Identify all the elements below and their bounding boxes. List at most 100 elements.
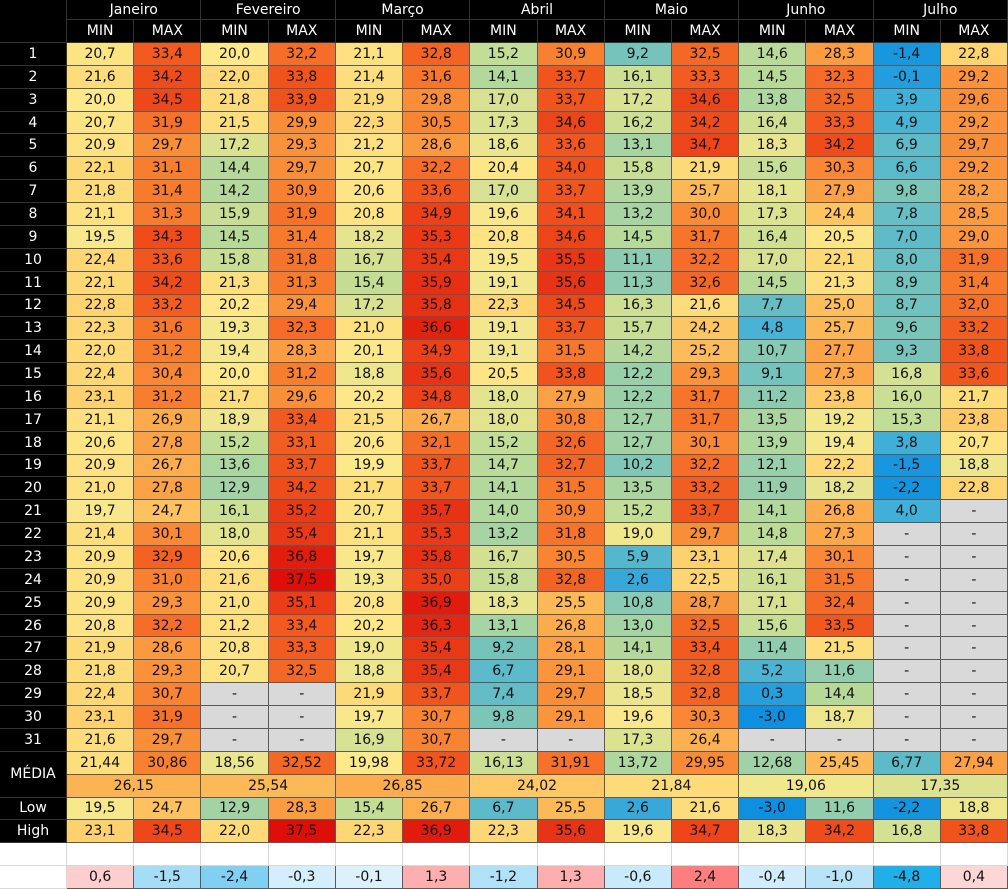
temp-cell: - <box>873 591 941 615</box>
temp-cell: 35,3 <box>403 225 471 249</box>
temp-cell: 13,5 <box>604 477 672 501</box>
temp-cell: 6,9 <box>873 134 941 158</box>
temp-cell: 32,6 <box>537 431 605 455</box>
temp-cell: 34,2 <box>134 65 202 89</box>
mean-cell: 17,35 <box>873 774 1008 798</box>
temp-cell: 33,5 <box>806 614 874 638</box>
temp-cell: 27,8 <box>134 431 202 455</box>
temp-cell: 20,1 <box>335 340 404 364</box>
temp-cell: 21,5 <box>201 111 269 135</box>
temp-cell: 29,3 <box>134 591 202 615</box>
temp-cell: 20,7 <box>335 500 404 524</box>
temp-cell: 9,2 <box>470 637 538 661</box>
temp-cell: 11,4 <box>739 637 807 661</box>
temp-cell: 20,4 <box>470 157 538 181</box>
row-label: 13 <box>0 317 67 341</box>
temp-cell: 9,1 <box>739 363 807 386</box>
temp-cell: 29,1 <box>537 706 605 729</box>
temp-cell: 18,2 <box>335 225 404 249</box>
temp-cell: 16,4 <box>739 111 807 135</box>
temp-cell: 15,4 <box>335 271 404 295</box>
blank-cell <box>806 843 874 867</box>
temp-cell: 31,9 <box>134 111 202 135</box>
mean-cell: 26,15 <box>67 774 202 798</box>
diff-cell: -4,8 <box>873 866 941 889</box>
temp-cell: 22,0 <box>67 340 135 364</box>
temp-cell: 29,8 <box>403 88 471 112</box>
sub-header: MAX <box>134 20 202 43</box>
average-cell: 6,77 <box>873 751 941 775</box>
temp-cell: 34,0 <box>537 157 605 181</box>
temp-cell: 19,3 <box>201 317 269 341</box>
temp-cell: - <box>940 614 1008 638</box>
temp-cell: 18,0 <box>201 523 269 547</box>
month-header: Março <box>335 0 471 20</box>
temp-cell: 31,1 <box>134 157 202 181</box>
diff-cell: -0,4 <box>739 866 807 889</box>
temp-cell: 34,8 <box>403 385 471 409</box>
temp-cell: 35,4 <box>403 248 471 272</box>
row-label: 23 <box>0 546 67 569</box>
row-label: 29 <box>0 683 67 707</box>
temp-cell: 32,5 <box>806 88 874 112</box>
row-label: 7 <box>0 180 67 204</box>
temp-cell: 21,4 <box>67 523 135 547</box>
average-cell: 25,45 <box>806 751 874 775</box>
temp-cell: 35,3 <box>403 523 471 547</box>
temp-cell: 20,6 <box>201 546 269 569</box>
temp-cell: 15,7 <box>604 317 672 341</box>
low-cell: 19,5 <box>67 797 135 821</box>
temp-cell: 30,3 <box>806 157 874 181</box>
temp-cell: 19,7 <box>67 500 135 524</box>
temp-cell: - <box>940 660 1008 684</box>
temp-cell: 27,7 <box>806 340 874 364</box>
temp-cell: 29,7 <box>671 523 740 547</box>
temp-cell: 37,5 <box>268 568 336 592</box>
temp-cell: - <box>873 614 941 638</box>
temp-cell: 22,2 <box>806 454 874 478</box>
temp-cell: - <box>940 683 1008 707</box>
temp-cell: 14,8 <box>739 523 807 547</box>
temp-cell: - <box>739 728 807 752</box>
temp-cell: 25,7 <box>671 180 740 204</box>
temp-cell: 20,9 <box>67 454 135 478</box>
temp-cell: 14,4 <box>806 683 874 707</box>
row-label: 8 <box>0 203 67 226</box>
temp-cell: 21,8 <box>201 88 269 112</box>
temp-cell: 29,3 <box>671 363 740 386</box>
temp-cell: 13,5 <box>739 408 807 432</box>
temp-cell: 19,1 <box>470 317 538 341</box>
temp-cell: - <box>873 706 941 729</box>
temp-cell: 34,6 <box>537 111 605 135</box>
temp-cell: 20,7 <box>67 111 135 135</box>
temp-cell: 9,6 <box>873 317 941 341</box>
temp-cell: 28,1 <box>537 637 605 661</box>
row-label: 28 <box>0 660 67 684</box>
temp-cell: 20,8 <box>335 591 404 615</box>
temp-cell: 28,7 <box>671 591 740 615</box>
temp-cell: 8,0 <box>873 248 941 272</box>
temp-cell: 20,0 <box>201 363 269 386</box>
temp-cell: - <box>940 568 1008 592</box>
temp-cell: 17,3 <box>739 203 807 226</box>
temp-cell: 33,8 <box>268 65 336 89</box>
temp-cell: 17,2 <box>201 134 269 158</box>
temp-cell: 29,2 <box>940 157 1008 181</box>
temp-cell: - <box>537 728 605 752</box>
temp-cell: 28,6 <box>134 637 202 661</box>
temp-cell: 31,5 <box>537 477 605 501</box>
temp-cell: 18,2 <box>806 477 874 501</box>
temp-cell: 35,6 <box>403 363 471 386</box>
high-cell: 22,3 <box>335 820 404 844</box>
temp-cell: 33,4 <box>134 43 202 66</box>
sub-header: MIN <box>201 20 269 43</box>
temp-cell: 20,0 <box>67 88 135 112</box>
temp-cell: 13,1 <box>604 134 672 158</box>
temp-cell: 15,6 <box>739 157 807 181</box>
low-cell: 15,4 <box>335 797 404 821</box>
temp-cell: 10,2 <box>604 454 672 478</box>
low-cell: -2,2 <box>873 797 941 821</box>
temp-cell: 33,3 <box>671 65 740 89</box>
row-label: 22 <box>0 523 67 547</box>
